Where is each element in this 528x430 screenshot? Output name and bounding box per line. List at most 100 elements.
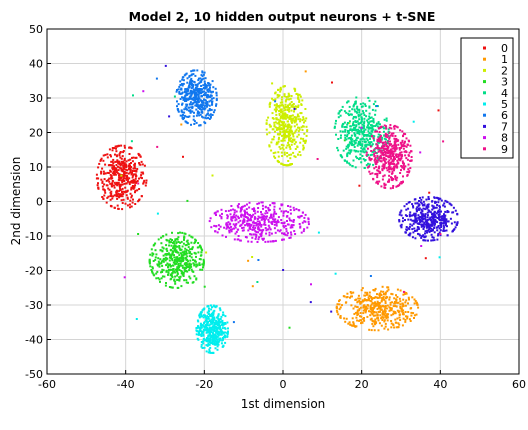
data-point [275,222,278,225]
data-point [284,106,287,109]
data-point [395,153,398,156]
data-point [281,117,284,120]
data-point [385,314,388,317]
data-point [141,171,144,174]
data-point [421,196,424,199]
data-point [340,109,343,112]
data-point [289,209,292,211]
data-point [128,166,131,169]
data-point [386,316,389,319]
data-point [284,108,287,111]
data-point [119,184,122,187]
data-point [120,169,123,172]
data-point [201,315,204,318]
data-point [353,124,356,127]
data-point [350,149,353,152]
data-point [265,128,268,131]
data-point [188,74,191,77]
data-point [222,337,224,339]
data-point [194,98,197,101]
data-point [236,238,239,241]
data-point [363,167,366,169]
data-point [368,291,371,294]
data-point [285,230,288,233]
data-point [283,132,286,135]
data-point [388,144,391,147]
data-point [272,218,275,221]
data-point [243,215,246,218]
data-point [404,150,407,153]
data-point [300,231,303,234]
data-point [188,275,191,278]
data-point [431,228,434,231]
data-point [393,125,395,128]
data-point [415,209,418,212]
data-point [210,91,213,94]
data-point [120,157,123,160]
data-point [190,256,193,259]
data-point [370,150,373,152]
data-point [364,305,367,308]
data-point [347,132,350,135]
data-point [234,219,237,222]
data-point [292,133,295,136]
data-point [342,295,345,298]
data-point [289,226,292,229]
data-point [269,125,272,128]
data-point [241,222,244,225]
data-point [363,147,366,150]
data-point [112,158,115,161]
data-point [164,64,167,67]
data-point [186,108,189,111]
data-point [388,155,390,158]
data-point [140,195,143,198]
data-point [195,265,198,268]
data-point [209,341,212,344]
data-point [195,333,198,336]
data-point [420,212,423,215]
data-point [445,200,448,203]
data-point [182,242,185,245]
data-point [251,215,254,218]
data-point [187,86,190,89]
y-tick-label: 0 [36,196,43,209]
data-point [268,216,271,219]
data-point [371,129,374,132]
data-point [239,219,242,222]
data-point [379,306,382,309]
data-point [183,266,186,269]
data-point [192,118,195,121]
data-point [219,333,222,336]
data-point [123,157,126,160]
data-point [137,233,140,235]
data-point [161,264,164,267]
data-point [187,109,190,112]
data-point [410,311,413,314]
data-point [396,140,399,143]
data-point [246,220,249,222]
data-point [395,125,398,128]
data-point [197,77,200,80]
data-point [173,249,176,251]
data-point [211,80,214,83]
data-point [137,152,140,155]
data-point [396,126,399,129]
data-point [118,179,121,182]
data-point [364,105,367,107]
data-point [212,340,215,343]
data-point [400,157,403,160]
data-point [372,117,375,120]
data-point [354,139,357,142]
data-point [123,163,126,166]
data-point [387,328,390,331]
data-point [206,311,209,314]
data-point [421,218,424,221]
data-point [390,178,393,181]
data-point [216,210,219,213]
data-point [370,133,373,136]
data-point [394,312,397,315]
data-point [372,314,375,317]
data-point [263,221,266,224]
data-point [424,230,427,233]
data-point [209,83,212,86]
